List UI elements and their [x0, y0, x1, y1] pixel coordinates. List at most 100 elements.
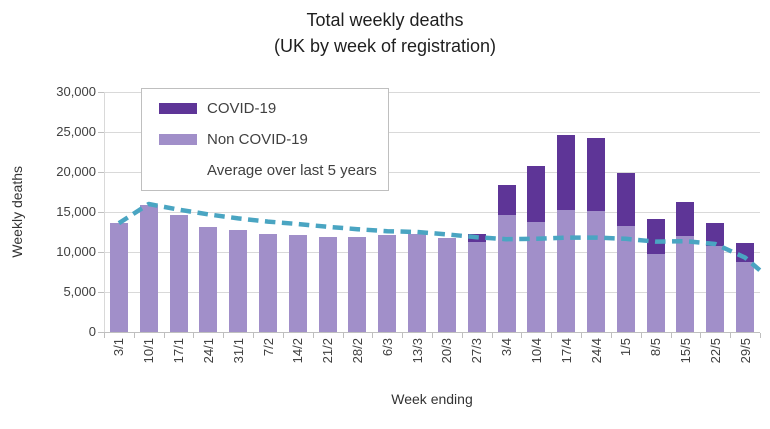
covid-swatch-icon	[159, 103, 197, 114]
x-tick-label: 17/1	[171, 338, 187, 364]
x-tick-label: 3/1	[111, 338, 127, 357]
bar-segment-non-covid	[616, 226, 635, 332]
legend: COVID-19 Non COVID-19 Average over last …	[141, 88, 389, 191]
bar	[109, 223, 128, 332]
bar-segment-non-covid	[467, 242, 486, 332]
x-tick-label: 31/1	[230, 338, 246, 364]
bar-segment-non-covid	[706, 245, 725, 332]
bar-segment-non-covid	[587, 211, 605, 332]
bar-segment-non-covid	[527, 222, 546, 332]
bar-segment-non-covid	[169, 215, 188, 332]
bar-segment-non-covid	[318, 236, 337, 332]
y-axis-tick	[98, 252, 104, 253]
x-tick-label: 27/3	[469, 338, 485, 364]
x-tick-label: 17/4	[558, 338, 574, 364]
bar-segment-non-covid	[736, 261, 755, 332]
x-axis-tick	[461, 333, 463, 338]
x-tick-label: 24/4	[588, 338, 604, 364]
bar	[378, 235, 397, 332]
x-tick-label: 10/4	[528, 338, 544, 364]
bar	[646, 219, 665, 332]
x-axis-tick	[491, 333, 493, 338]
plot-area	[104, 92, 762, 332]
bar-segment-non-covid	[676, 236, 695, 332]
x-axis-tick	[760, 333, 761, 338]
x-axis-tick	[282, 333, 284, 338]
bar-segment-covid	[646, 219, 665, 254]
x-tick-label: 10/1	[141, 338, 157, 364]
bar-segment-covid	[557, 135, 576, 211]
x-axis-tick	[193, 333, 195, 338]
bar-segment-non-covid	[199, 227, 218, 332]
bar-segment-non-covid	[109, 223, 128, 332]
x-tick-label: 15/5	[677, 338, 693, 364]
y-tick-label: 0	[88, 324, 96, 339]
gridline	[104, 212, 760, 213]
x-axis-tick	[253, 333, 255, 338]
bar-segment-non-covid	[378, 235, 397, 332]
legend-item-covid: COVID-19	[159, 100, 388, 117]
non-covid-swatch-icon	[159, 134, 197, 145]
bar	[706, 223, 725, 332]
x-tick-label: 3/4	[499, 338, 515, 357]
bar-segment-covid	[527, 166, 546, 223]
x-tick-label: 8/5	[648, 338, 664, 357]
x-tick-label: 29/5	[737, 338, 753, 364]
y-tick-label: 20,000	[56, 164, 96, 179]
bar-segment-non-covid	[646, 253, 665, 332]
x-tick-label: 7/2	[260, 338, 276, 357]
bar-segment-non-covid	[229, 229, 248, 332]
x-axis-tick	[581, 333, 583, 338]
x-axis-tick	[432, 333, 433, 338]
x-axis-tick	[521, 333, 523, 338]
bar	[259, 233, 277, 332]
bar-segment-non-covid	[408, 233, 427, 332]
bar	[318, 236, 337, 332]
x-tick-label: 6/3	[379, 338, 395, 357]
y-tick-label: 15,000	[56, 204, 96, 219]
dashed-line-swatch-icon	[159, 168, 197, 173]
x-axis-tick	[223, 333, 225, 338]
legend-label: Average over last 5 years	[207, 162, 377, 179]
bar	[557, 135, 576, 332]
bar	[437, 238, 456, 332]
y-axis-tick	[98, 132, 104, 133]
y-tick-label: 10,000	[56, 244, 96, 259]
bar-segment-non-covid	[288, 235, 307, 332]
bar	[229, 229, 248, 332]
y-axis-tick	[98, 212, 104, 213]
bar	[408, 233, 427, 332]
bar	[527, 166, 546, 332]
bar-segment-non-covid	[259, 233, 277, 332]
x-axis-tick	[312, 333, 314, 338]
bar-segment-non-covid	[348, 236, 367, 332]
x-tick-label: 13/3	[409, 338, 425, 364]
x-axis-tick	[104, 333, 105, 338]
x-axis-tick	[163, 333, 165, 338]
legend-item-non-covid: Non COVID-19	[159, 131, 388, 148]
x-tick-label: 28/2	[349, 338, 365, 364]
bar-segment-non-covid	[497, 215, 516, 332]
x-axis-tick	[640, 333, 642, 338]
x-axis-tick	[670, 333, 672, 338]
x-tick-label: 24/1	[200, 338, 216, 364]
bar	[139, 204, 158, 332]
x-tick-label: 14/2	[290, 338, 306, 364]
y-axis-tick	[98, 92, 104, 93]
bar-segment-covid	[706, 223, 725, 246]
bar	[288, 235, 307, 332]
bar	[616, 172, 635, 332]
bar-segment-non-covid	[139, 204, 158, 332]
bar	[169, 215, 188, 332]
x-tick-label: 21/2	[320, 338, 336, 364]
y-axis-tick	[98, 172, 104, 173]
bar	[676, 202, 695, 332]
bar-segment-covid	[616, 172, 635, 227]
y-axis-tick	[98, 292, 104, 293]
x-axis-tick	[372, 333, 374, 338]
x-tick-label: 20/3	[439, 338, 455, 364]
legend-label: COVID-19	[207, 100, 277, 117]
gridline	[104, 92, 760, 93]
bar	[587, 138, 605, 332]
